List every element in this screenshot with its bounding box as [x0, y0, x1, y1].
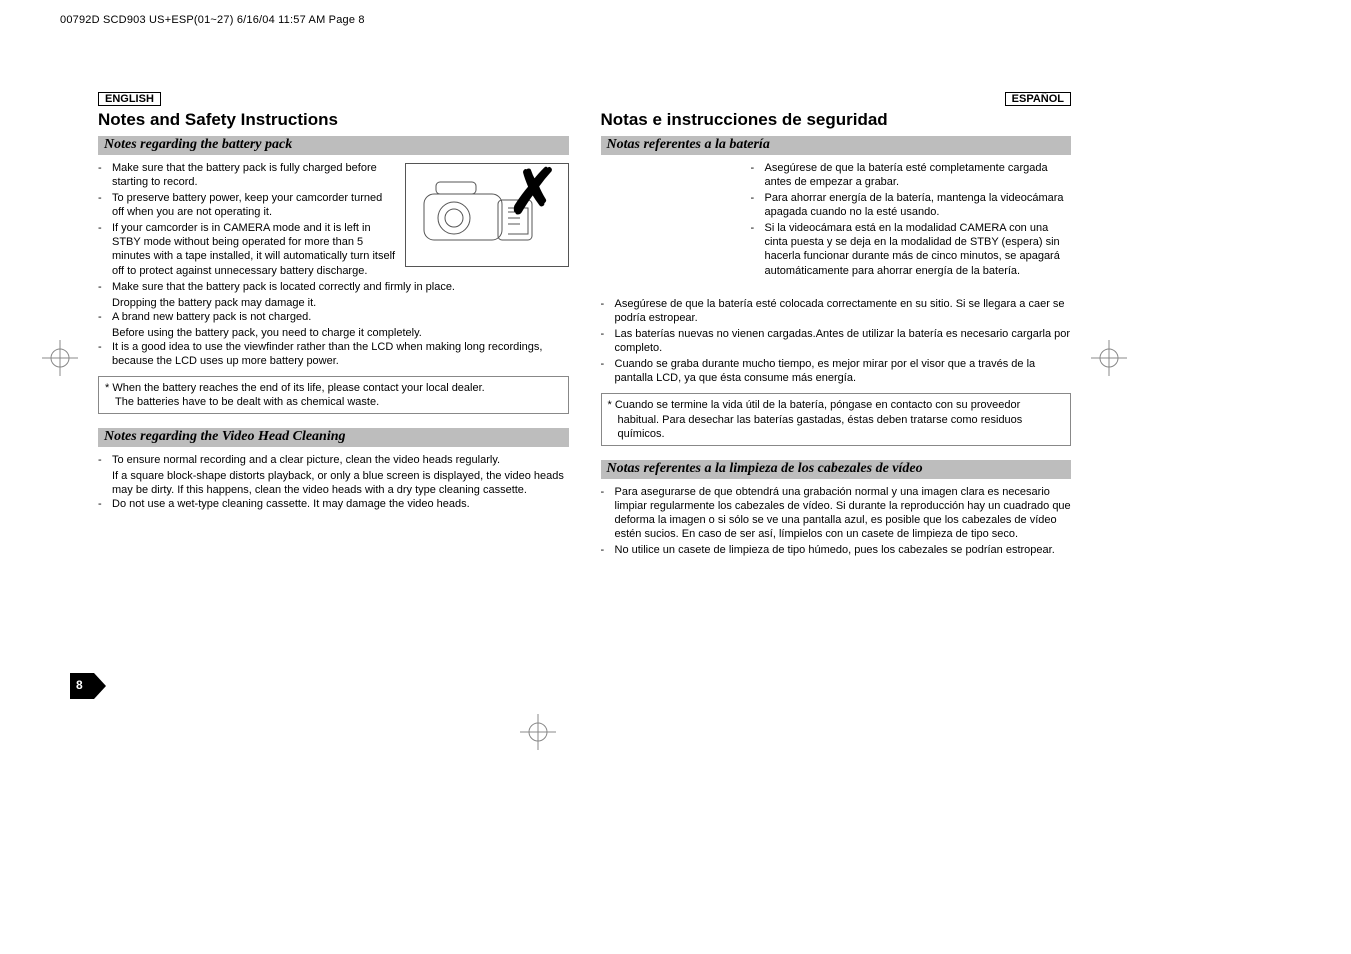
sub-text: If a square block-shape distorts playbac… — [98, 469, 569, 497]
page-number-badge: 8 — [70, 673, 106, 699]
bullet: Asegúrese de que la batería esté complet… — [751, 161, 1072, 189]
bullet: Si la videocámara está en la modalidad C… — [751, 221, 1072, 277]
bullet: Para asegurarse de que obtendrá una grab… — [601, 485, 1072, 541]
illustration-gutter — [601, 161, 751, 297]
section-battery-es-label: Notas referentes a la batería — [607, 137, 770, 152]
column-spanish: ESPAÑOL Notas e instrucciones de segurid… — [585, 92, 1072, 559]
bullet: Make sure that the battery pack is locat… — [98, 280, 569, 294]
section-battery-es: Notas referentes a la batería — [601, 136, 1072, 155]
bullet: No utilice un casete de limpieza de tipo… — [601, 543, 1072, 557]
battery-notes-es: Asegúrese de que la batería esté complet… — [751, 161, 1072, 280]
bullet: It is a good idea to use the viewfinder … — [98, 340, 569, 368]
bullet: Asegúrese de que la batería esté colocad… — [601, 297, 1072, 325]
bullet: Make sure that the battery pack is fully… — [98, 161, 397, 189]
sub-text: Dropping the battery pack may damage it. — [98, 296, 569, 310]
note-line: * Cuando se termine la vida útil de la b… — [608, 398, 1065, 440]
section-heads-en-label: Notes regarding the Video Head Cleaning — [104, 429, 346, 444]
bullet: A brand new battery pack is not charged. — [98, 310, 569, 324]
bullet: Do not use a wet-type cleaning cassette.… — [98, 497, 569, 511]
battery-notes-en: Make sure that the battery pack is fully… — [98, 161, 397, 280]
column-english: ENGLISH Notes and Safety Instructions No… — [98, 92, 585, 559]
sub-text: Before using the battery pack, you need … — [98, 326, 569, 340]
section-battery-en-label: Notes regarding the battery pack — [104, 137, 292, 152]
body-columns: ENGLISH Notes and Safety Instructions No… — [98, 92, 1071, 559]
note-line: * When the battery reaches the end of it… — [105, 381, 562, 395]
bullet: Las baterías nuevas no vienen cargadas.A… — [601, 327, 1072, 355]
bullet: To ensure normal recording and a clear p… — [98, 453, 569, 467]
page: 00792D SCD903 US+ESP(01~27) 6/16/04 11:5… — [0, 0, 1351, 954]
bullet: Para ahorrar energía de la batería, mant… — [751, 191, 1072, 219]
bullet: Cuando se graba durante mucho tiempo, es… — [601, 357, 1072, 385]
bullet: If your camcorder is in CAMERA mode and … — [98, 221, 397, 277]
title-spanish: Notas e instrucciones de seguridad — [601, 110, 1072, 130]
bullet: To preserve battery power, keep your cam… — [98, 191, 397, 219]
section-battery-en: Notes regarding the battery pack — [98, 136, 569, 155]
lang-badge-english: ENGLISH — [98, 92, 161, 106]
section-heads-en: Notes regarding the Video Head Cleaning — [98, 428, 569, 447]
prohibited-x-icon: ✗ — [508, 162, 560, 224]
note-line: The batteries have to be dealt with as c… — [105, 395, 562, 409]
chemical-waste-note-es: * Cuando se termine la vida útil de la b… — [601, 393, 1072, 445]
print-header: 00792D SCD903 US+ESP(01~27) 6/16/04 11:5… — [60, 14, 365, 26]
registration-mark-left — [42, 340, 78, 376]
lang-badge-spanish: ESPAÑOL — [1005, 92, 1071, 106]
title-english: Notes and Safety Instructions — [98, 110, 569, 130]
chemical-waste-note-en: * When the battery reaches the end of it… — [98, 376, 569, 414]
registration-mark-bottom — [520, 714, 556, 750]
camcorder-illustration: ✗ — [405, 163, 569, 267]
section-heads-es-label: Notas referentes a la limpieza de los ca… — [607, 461, 923, 476]
section-heads-es: Notas referentes a la limpieza de los ca… — [601, 460, 1072, 479]
page-number: 8 — [76, 678, 83, 692]
registration-mark-right — [1091, 340, 1127, 376]
